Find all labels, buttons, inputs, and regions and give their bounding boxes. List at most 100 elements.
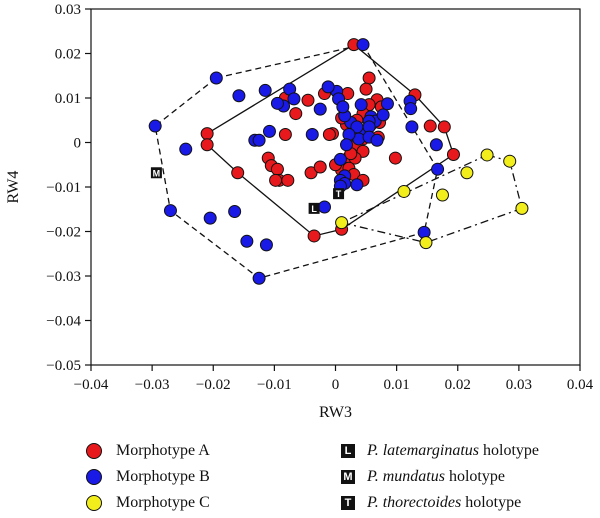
x-tick-label: −0.03	[135, 377, 170, 393]
hull-morphotype-b	[154, 43, 439, 279]
holotype-marker-t	[333, 188, 345, 200]
y-axis-title: RW4	[5, 171, 22, 204]
point-morphotype-c	[435, 188, 449, 202]
y-tick-label: −0.05	[46, 358, 81, 374]
point-morphotype-a	[270, 162, 284, 176]
legend-item-holotype-t: T P. thorectoides holotype	[341, 492, 521, 514]
point-morphotype-a	[388, 151, 402, 165]
point-morphotype-b	[252, 271, 266, 285]
y-tick-label: −0.01	[46, 180, 81, 196]
point-morphotype-a	[301, 93, 315, 107]
point-morphotype-b	[429, 138, 443, 152]
point-morphotype-b	[258, 83, 272, 97]
point-morphotype-c	[397, 184, 411, 198]
point-morphotype-a	[307, 229, 321, 243]
point-morphotype-c	[460, 166, 474, 180]
scatter-plot: −0.04 −0.03 −0.02 −0.01 0 0.01 0.02 0.03 0.04 0.0…	[5, 2, 594, 421]
x-tick-label: −0.02	[196, 377, 231, 393]
point-morphotype-a	[446, 148, 460, 162]
holotype-badge-l: L	[341, 444, 355, 458]
point-morphotype-a	[281, 173, 295, 187]
point-morphotype-a	[200, 138, 214, 152]
point-morphotype-a	[423, 119, 437, 133]
point-morphotype-b	[321, 80, 335, 94]
holotype-suffix: holotype	[465, 494, 522, 511]
legend-holotype-label: P. mundatus holotype	[367, 468, 505, 486]
point-morphotype-b	[313, 102, 327, 116]
point-morphotype-a	[200, 127, 214, 141]
point-morphotype-a	[437, 120, 451, 134]
x-tick-label: 0.01	[384, 377, 410, 393]
y-tick-label: 0.01	[55, 91, 81, 107]
point-morphotype-b	[148, 119, 162, 133]
point-morphotype-a	[362, 71, 376, 85]
y-tick-label: 0.03	[55, 2, 81, 18]
x-tick-label: −0.04	[74, 377, 109, 393]
legend-label: Morphotype B	[116, 468, 210, 485]
point-morphotype-a	[304, 166, 318, 180]
holotype-marker-label: L	[311, 204, 317, 214]
point-morphotype-a	[269, 173, 283, 187]
y-tick-label: −0.03	[46, 269, 81, 285]
legend-swatch-morphotype-a	[86, 443, 102, 459]
y-tick-label: −0.04	[46, 314, 81, 330]
point-morphotype-b	[262, 124, 276, 138]
point-morphotype-b	[232, 89, 246, 103]
legend-item-morphotype-c: Morphotype C	[86, 492, 210, 514]
holotype-marker-l	[308, 202, 320, 214]
point-morphotype-c	[503, 154, 517, 168]
legend-item-holotype-m: M P. mundatus holotype	[341, 466, 505, 488]
point-morphotype-b	[380, 97, 394, 111]
legend-item-holotype-l: L P. latemarginatus holotype	[341, 440, 539, 462]
holotype-badge-m: M	[341, 470, 355, 484]
point-morphotype-b	[209, 71, 223, 85]
holotype-suffix: holotype	[483, 442, 540, 459]
holotype-suffix: holotype	[448, 468, 505, 485]
y-tick-label: 0	[74, 136, 82, 152]
point-morphotype-b	[317, 200, 331, 214]
point-morphotype-b	[163, 204, 177, 218]
x-tick-label: 0	[332, 377, 340, 393]
point-morphotype-b	[404, 102, 418, 116]
x-tick-label: 0.03	[506, 377, 532, 393]
point-morphotype-b	[203, 211, 217, 225]
point-morphotype-b	[270, 96, 284, 110]
holotype-marker-label: M	[153, 168, 161, 178]
x-tick-label: 0.04	[567, 377, 594, 393]
point-morphotype-c	[480, 148, 494, 162]
x-tick-label: 0.02	[445, 377, 471, 393]
legend-swatch-morphotype-b	[86, 469, 102, 485]
point-morphotype-a	[359, 82, 373, 96]
legend-label: Morphotype C	[116, 494, 210, 511]
point-morphotype-b	[305, 127, 319, 141]
species-name: P. thorectoides	[367, 494, 462, 511]
point-morphotype-b	[405, 120, 419, 134]
point-morphotype-a	[322, 127, 336, 141]
legend-holotype-label: P. thorectoides holotype	[367, 494, 521, 512]
point-morphotype-b	[179, 142, 193, 156]
point-morphotype-b	[287, 92, 301, 106]
species-name: P. latemarginatus	[367, 442, 480, 459]
point-morphotype-b	[240, 234, 254, 248]
x-tick-label: −0.01	[257, 377, 292, 393]
point-morphotype-a	[289, 107, 303, 121]
legend-holotype-label: P. latemarginatus holotype	[367, 442, 539, 460]
holotype-badge-t: T	[341, 496, 355, 510]
point-morphotype-b	[354, 98, 368, 112]
point-morphotype-c	[335, 216, 349, 230]
point-morphotype-b	[350, 178, 364, 192]
point-morphotype-a	[231, 166, 245, 180]
point-morphotype-c	[515, 201, 529, 215]
legend-item-morphotype-a: Morphotype A	[86, 440, 210, 462]
point-morphotype-b	[370, 133, 384, 147]
point-morphotype-a	[278, 127, 292, 141]
point-morphotype-b	[228, 204, 242, 218]
legend-item-morphotype-b: Morphotype B	[86, 466, 210, 488]
point-morphotype-c	[419, 236, 433, 250]
point-morphotype-b	[340, 138, 354, 152]
point-morphotype-b	[431, 162, 445, 176]
point-morphotype-b	[376, 108, 390, 122]
point-morphotype-b	[252, 133, 266, 147]
point-morphotype-a	[313, 160, 327, 174]
point-morphotype-b	[356, 38, 370, 52]
